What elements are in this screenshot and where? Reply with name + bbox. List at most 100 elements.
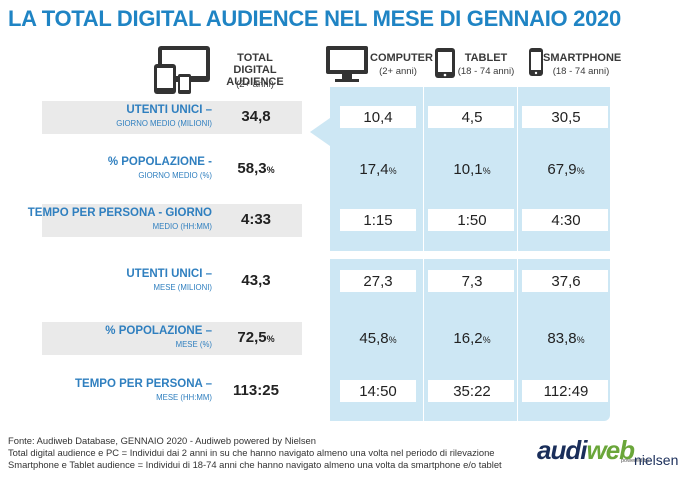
logo-aud: aud: [537, 435, 581, 465]
header-tablet-sub: (18 - 74 anni): [457, 66, 515, 77]
header-computer-label: COMPUTER: [370, 52, 433, 64]
smartphone-value: 4:30: [521, 212, 611, 229]
tablet-value: 10,1%: [427, 161, 517, 178]
smartphone-icon: [529, 48, 543, 76]
smartphone-value: 67,9%: [521, 161, 611, 178]
header-smartphone-sub: (18 - 74 anni): [552, 66, 610, 77]
logo-i: i: [580, 435, 587, 465]
smartphone-value: 37,6: [521, 273, 611, 290]
tablet-number: 10,1: [453, 161, 483, 178]
tablet-value: 4,5: [427, 109, 517, 126]
row-label: TEMPO PER PERSONA - GIORNO: [27, 207, 212, 219]
value-box: [428, 380, 514, 402]
total-value: 58,3%: [221, 160, 291, 177]
computer-value: 45,8%: [333, 330, 423, 347]
computer-number: 1:15: [363, 212, 393, 229]
computer-number: 17,4: [359, 161, 389, 178]
value-box: [428, 270, 514, 292]
logo-powered: powered by: [621, 458, 650, 464]
multi-device-icon: [154, 46, 210, 94]
row-sublabel: MESE (MILIONI): [153, 283, 212, 292]
section-divider: [0, 251, 610, 259]
computer-value: 1:15: [333, 212, 423, 229]
tablet-number: 16,2: [453, 330, 483, 347]
header-total-label: TOTAL DIGITAL AUDIENCE: [226, 52, 284, 88]
percent-sign: %: [388, 166, 397, 176]
total-number: 72,5: [237, 329, 267, 346]
header-smartphone-label: SMARTPHONE: [543, 52, 622, 64]
footer-source: Fonte: Audiweb Database, GENNAIO 2020 - …: [8, 435, 316, 446]
page-title: LA TOTAL DIGITAL AUDIENCE NEL MESE DI GE…: [8, 6, 621, 31]
computer-value: 14:50: [333, 383, 423, 400]
smartphone-number: 30,5: [551, 109, 581, 126]
computer-number: 14:50: [359, 383, 397, 400]
percent-sign: %: [266, 165, 275, 175]
nielsen-logo: nielsen: [634, 452, 679, 468]
row-sublabel: MESE (HH:MM): [156, 393, 212, 402]
computer-number: 27,3: [363, 273, 393, 290]
value-box: [340, 380, 416, 402]
row-sublabel: MEDIO (HH:MM): [152, 222, 212, 231]
tablet-number: 7,3: [461, 273, 483, 290]
footer-note-total: Total digital audience e PC = Individui …: [8, 447, 495, 458]
row-label: % POPOLAZIONE -: [107, 156, 212, 168]
total-value: 72,5%: [221, 329, 291, 346]
percent-sign: %: [266, 334, 275, 344]
footer-note-mobile: Smartphone e Tablet audience = Individui…: [8, 459, 502, 470]
value-box: [522, 270, 608, 292]
value-box: [340, 270, 416, 292]
header-total-sub: (2+ anni): [236, 79, 274, 90]
header-tablet-label: TABLET: [464, 52, 508, 64]
row-sublabel: GIORNO MEDIO (%): [138, 171, 212, 180]
computer-value: 17,4%: [333, 161, 423, 178]
total-value: 113:25: [221, 382, 291, 399]
panel-pointer: [310, 118, 330, 146]
total-number: 113:25: [233, 382, 279, 399]
smartphone-value: 30,5: [521, 109, 611, 126]
smartphone-value: 112:49: [521, 383, 611, 400]
smartphone-value: 83,8%: [521, 330, 611, 347]
monitor-icon: [326, 46, 368, 82]
total-value: 34,8: [221, 108, 291, 125]
tablet-value: 1:50: [427, 212, 517, 229]
smartphone-number: 83,8: [547, 330, 577, 347]
value-box: [428, 209, 514, 231]
row-label: UTENTI UNICI –: [126, 104, 212, 116]
value-box: [522, 380, 608, 402]
table-row: [42, 204, 302, 237]
tablet-number: 35:22: [453, 383, 491, 400]
row-label: UTENTI UNICI –: [126, 268, 212, 280]
percent-sign: %: [482, 166, 491, 176]
value-box: [340, 209, 416, 231]
smartphone-number: 67,9: [547, 161, 577, 178]
tablet-value: 35:22: [427, 383, 517, 400]
percent-sign: %: [388, 335, 397, 345]
smartphone-number: 112:49: [543, 383, 589, 400]
tablet-icon: [435, 48, 455, 78]
computer-value: 10,4: [333, 109, 423, 126]
computer-value: 27,3: [333, 273, 423, 290]
tablet-number: 4,5: [461, 109, 483, 126]
table-row: [42, 322, 302, 355]
smartphone-number: 37,6: [551, 273, 581, 290]
tablet-value: 16,2%: [427, 330, 517, 347]
percent-sign: %: [576, 335, 585, 345]
tablet-value: 7,3: [427, 273, 517, 290]
value-box: [428, 106, 514, 128]
value-box: [522, 209, 608, 231]
tablet-number: 1:50: [457, 212, 487, 229]
row-sublabel: GIORNO MEDIO (MILIONI): [116, 119, 212, 128]
row-sublabel: MESE (%): [175, 340, 212, 349]
percent-sign: %: [576, 166, 585, 176]
total-number: 58,3: [237, 160, 267, 177]
table-row: [42, 101, 302, 134]
total-number: 43,3: [241, 272, 271, 289]
audiweb-logo: audiweb: [537, 435, 635, 466]
percent-sign: %: [482, 335, 491, 345]
row-label: TEMPO PER PERSONA –: [75, 378, 212, 390]
row-label: % POPOLAZIONE –: [105, 325, 212, 337]
logo-web: web: [586, 435, 635, 465]
header-computer-sub: (2+ anni): [379, 66, 417, 77]
value-box: [340, 106, 416, 128]
total-number: 34,8: [241, 108, 271, 125]
